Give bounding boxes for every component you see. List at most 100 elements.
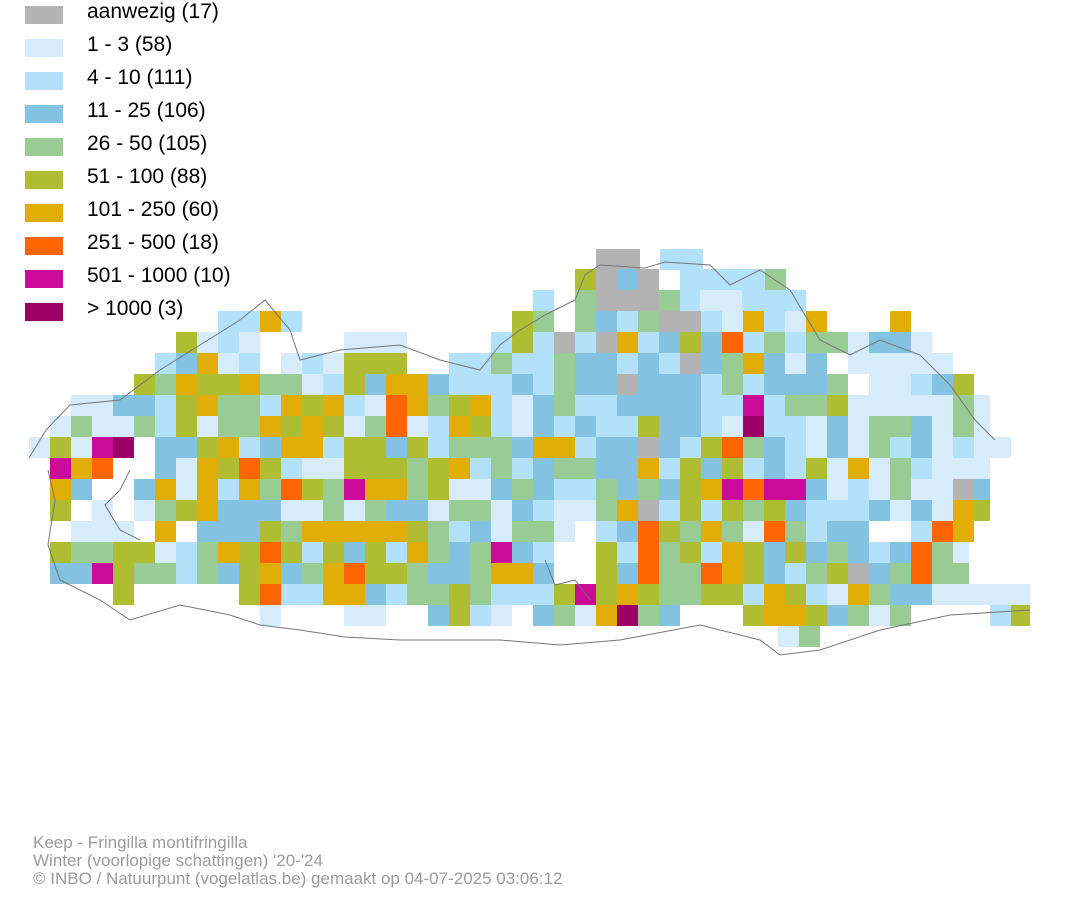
map-footer: Keep - Fringilla montifringilla Winter (… bbox=[33, 834, 562, 888]
grid-cell bbox=[680, 269, 765, 290]
grid-cell bbox=[449, 437, 512, 458]
grid-cell bbox=[533, 437, 575, 458]
grid-cell bbox=[932, 500, 953, 521]
grid-cell bbox=[113, 542, 155, 563]
grid-cell bbox=[50, 479, 71, 500]
grid-cell bbox=[890, 479, 911, 500]
grid-cell bbox=[638, 542, 659, 563]
legend-swatch bbox=[25, 105, 63, 123]
grid-cell bbox=[533, 311, 554, 332]
grid-cell bbox=[470, 542, 491, 563]
grid-cell bbox=[512, 395, 533, 416]
grid-cell bbox=[617, 311, 638, 332]
grid-cell bbox=[533, 605, 554, 626]
grid-cell bbox=[806, 311, 827, 332]
grid-cell bbox=[785, 395, 827, 416]
grid-cell bbox=[806, 500, 869, 521]
grid-cell bbox=[554, 521, 575, 542]
legend-label: 11 - 25 (106) bbox=[87, 99, 206, 122]
grid-cell bbox=[281, 584, 323, 605]
grid-cell bbox=[176, 416, 197, 437]
grid-cell bbox=[533, 290, 554, 311]
grid-cell bbox=[848, 416, 869, 437]
grid-cell bbox=[827, 479, 848, 500]
grid-cell bbox=[155, 416, 176, 437]
grid-cell bbox=[827, 584, 848, 605]
grid-cell bbox=[71, 416, 92, 437]
grid-cell bbox=[428, 500, 449, 521]
grid-cell bbox=[680, 500, 701, 521]
grid-cell bbox=[449, 479, 491, 500]
grid-cell bbox=[134, 563, 176, 584]
grid-cell bbox=[50, 416, 71, 437]
grid-cell bbox=[575, 395, 617, 416]
grid-cell bbox=[218, 416, 260, 437]
grid-cell bbox=[218, 437, 239, 458]
grid-cell bbox=[701, 458, 722, 479]
grid-cell bbox=[365, 416, 386, 437]
grid-cell bbox=[743, 500, 764, 521]
grid-cell bbox=[449, 605, 470, 626]
grid-cell bbox=[974, 479, 990, 500]
grid-cell bbox=[113, 395, 155, 416]
grid-cell bbox=[281, 395, 302, 416]
grid-cell bbox=[323, 353, 344, 374]
grid-cell bbox=[974, 395, 990, 416]
grid-cell bbox=[554, 332, 575, 353]
grid-cell bbox=[911, 500, 932, 521]
grid-cell bbox=[785, 584, 806, 605]
grid-cell bbox=[575, 437, 596, 458]
grid-cell bbox=[239, 542, 260, 563]
grid-cell bbox=[344, 353, 407, 374]
legend-swatch bbox=[25, 138, 63, 156]
grid-cell bbox=[799, 626, 820, 647]
grid-cell bbox=[71, 437, 92, 458]
grid-cell bbox=[449, 374, 512, 395]
grid-cell bbox=[743, 563, 764, 584]
grid-cell bbox=[281, 311, 302, 332]
grid-cell bbox=[281, 479, 302, 500]
grid-cell bbox=[407, 542, 428, 563]
grid-cell bbox=[218, 311, 260, 332]
grid-cell bbox=[197, 374, 239, 395]
grid-cell bbox=[596, 290, 659, 311]
grid-cell bbox=[281, 542, 302, 563]
grid-cell bbox=[281, 458, 302, 479]
grid-cell bbox=[428, 521, 449, 542]
grid-cell bbox=[659, 437, 680, 458]
legend-item: 11 - 25 (106) bbox=[25, 99, 285, 132]
grid-cell bbox=[281, 521, 302, 542]
grid-cell bbox=[764, 521, 785, 542]
grid-cell bbox=[785, 521, 806, 542]
grid-cell bbox=[407, 479, 428, 500]
grid-cell bbox=[470, 458, 491, 479]
grid-cell bbox=[596, 249, 640, 270]
grid-cell bbox=[575, 353, 617, 374]
grid-cell bbox=[428, 563, 449, 584]
grid-cell bbox=[617, 605, 638, 626]
grid-cell bbox=[113, 584, 134, 605]
grid-cell bbox=[806, 542, 827, 563]
legend-swatch bbox=[25, 303, 63, 321]
grid-cell bbox=[197, 479, 218, 500]
grid-cell bbox=[764, 584, 785, 605]
grid-cell bbox=[491, 353, 512, 374]
grid-cell bbox=[554, 584, 575, 605]
grid-cell bbox=[92, 437, 113, 458]
grid-cell bbox=[281, 563, 302, 584]
grid-cell bbox=[764, 395, 785, 416]
grid-cell bbox=[512, 437, 533, 458]
grid-cell bbox=[953, 416, 974, 437]
legend-swatch bbox=[25, 171, 63, 189]
grid-cell bbox=[974, 500, 990, 521]
grid-cell bbox=[680, 542, 701, 563]
grid-cell bbox=[554, 500, 596, 521]
grid-cell bbox=[701, 563, 722, 584]
grid-cell bbox=[134, 416, 155, 437]
border-line bbox=[544, 559, 591, 601]
grid-cell bbox=[281, 353, 302, 374]
legend-item: > 1000 (3) bbox=[25, 297, 285, 330]
grid-cell bbox=[575, 269, 596, 290]
grid-cell bbox=[743, 374, 764, 395]
season-label: Winter (voorlopige schattingen) '20-'24 bbox=[33, 851, 323, 870]
